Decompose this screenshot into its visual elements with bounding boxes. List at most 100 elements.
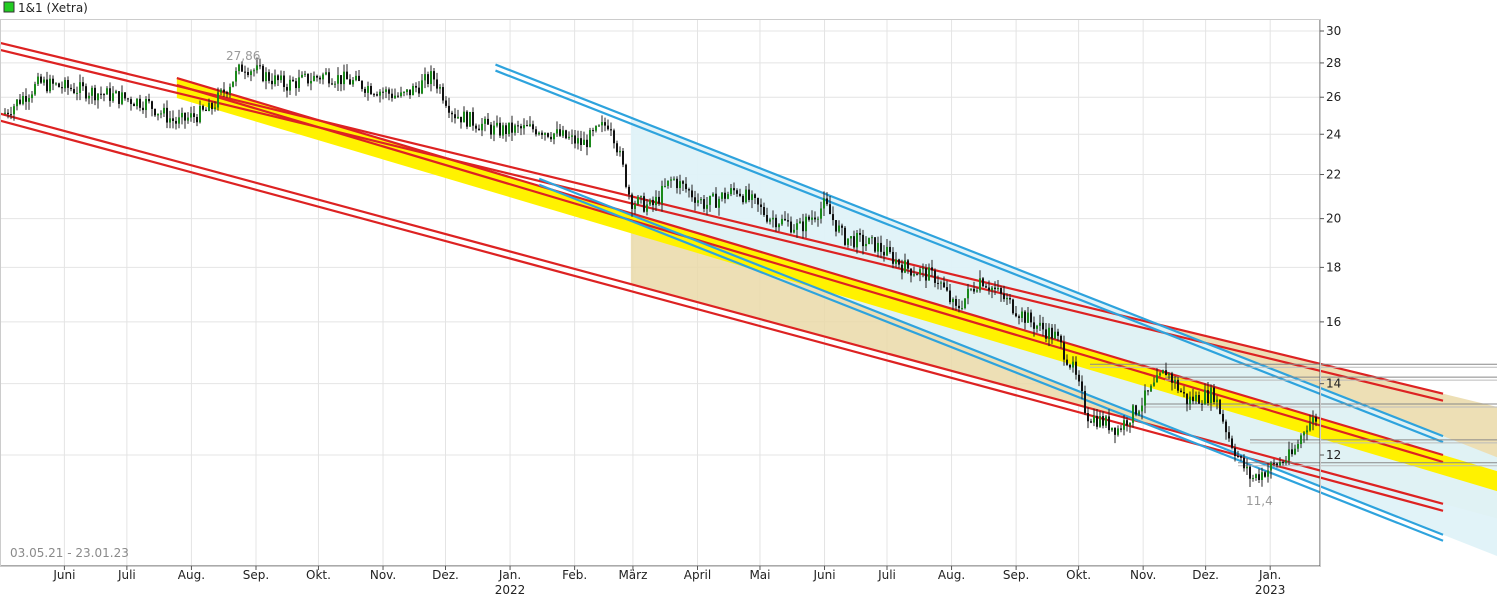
candle-body bbox=[1306, 430, 1308, 433]
candle-body bbox=[1186, 393, 1188, 405]
candle-body bbox=[751, 194, 753, 200]
legend: 1&1 (Xetra) bbox=[3, 1, 88, 15]
candle-body bbox=[886, 246, 888, 256]
x-tick-label: Feb. bbox=[562, 568, 587, 582]
candle-body bbox=[982, 278, 984, 287]
candle-body bbox=[574, 135, 576, 144]
candle-body bbox=[517, 125, 519, 127]
candle-body bbox=[1000, 288, 1002, 294]
candle-body bbox=[958, 305, 960, 309]
candle-body bbox=[889, 246, 891, 252]
candle-body bbox=[910, 268, 912, 276]
candle-body bbox=[946, 287, 948, 291]
candle-body bbox=[262, 65, 264, 82]
candle-body bbox=[1255, 474, 1257, 478]
y-tick-label: 18 bbox=[1326, 260, 1341, 274]
candle-body bbox=[841, 225, 843, 228]
candle-body bbox=[796, 223, 798, 230]
candle-body bbox=[181, 112, 183, 118]
yellow-band bbox=[176, 78, 1497, 492]
candle-body bbox=[685, 183, 687, 190]
candle-body bbox=[739, 193, 741, 196]
candle-body bbox=[1132, 405, 1134, 423]
candle-body bbox=[1138, 411, 1140, 415]
candle-body bbox=[1258, 474, 1260, 480]
candle-body bbox=[1195, 395, 1197, 402]
candle-body bbox=[151, 101, 153, 109]
candle-body bbox=[238, 64, 240, 72]
candle-body bbox=[349, 79, 351, 85]
candle-body bbox=[400, 92, 402, 97]
candle-body bbox=[370, 86, 372, 95]
candle-body bbox=[904, 260, 906, 273]
candle-body bbox=[598, 125, 600, 127]
candle-body bbox=[727, 194, 729, 199]
candle-body bbox=[157, 113, 159, 116]
candle-body bbox=[1153, 382, 1155, 386]
candle-body bbox=[313, 75, 315, 82]
candle-body bbox=[1084, 391, 1086, 414]
candle-body bbox=[973, 288, 975, 292]
candle-body bbox=[649, 199, 651, 205]
candle-body bbox=[1015, 313, 1017, 317]
candle-body bbox=[1003, 293, 1005, 300]
candle-body bbox=[925, 268, 927, 281]
candle-body bbox=[484, 118, 486, 124]
x-tick-label: März bbox=[618, 568, 647, 582]
candle-body bbox=[778, 224, 780, 228]
x-tick-label: April bbox=[684, 568, 711, 582]
candle-body bbox=[55, 83, 57, 85]
candle-body bbox=[85, 86, 87, 99]
candle-body bbox=[244, 71, 246, 73]
x-axis-labels: Juni Juli Aug. Sep. Okt. Nov. Dez. Jan. Feb. März… bbox=[52, 566, 1285, 597]
candle-body bbox=[37, 76, 39, 85]
candle-body bbox=[436, 79, 438, 89]
candle-body bbox=[445, 100, 447, 106]
candle-body bbox=[931, 267, 933, 271]
red-trendline bbox=[176, 83, 1444, 464]
candle-body bbox=[646, 204, 648, 212]
candle-body bbox=[1198, 395, 1200, 404]
candle-body bbox=[115, 91, 117, 94]
candle-body bbox=[691, 190, 693, 198]
candle-body bbox=[457, 116, 459, 119]
candle-body bbox=[580, 138, 582, 145]
x-tick-label: Sep. bbox=[1003, 568, 1029, 582]
candle-body bbox=[1285, 460, 1287, 463]
candle-body bbox=[1297, 444, 1299, 449]
candle-body bbox=[415, 85, 417, 88]
candle-body bbox=[754, 194, 756, 199]
x-tick-label: Juli bbox=[877, 568, 896, 582]
candle-body bbox=[748, 189, 750, 200]
candle-body bbox=[601, 122, 603, 126]
candle-body bbox=[1099, 416, 1101, 427]
candle-body bbox=[364, 88, 366, 93]
candle-body bbox=[964, 298, 966, 308]
candle-body bbox=[556, 129, 558, 134]
candle-body bbox=[1210, 387, 1212, 404]
candle-body bbox=[679, 181, 681, 189]
x-tick-label: Nov. bbox=[1130, 568, 1156, 582]
candle-body bbox=[322, 74, 324, 80]
candle-body bbox=[232, 81, 234, 87]
candle-body bbox=[940, 282, 942, 284]
candle-body bbox=[1264, 472, 1266, 477]
candle-body bbox=[802, 221, 804, 232]
x-tick-label: Sep. bbox=[243, 568, 269, 582]
candle-body bbox=[625, 164, 627, 187]
candle-body bbox=[394, 95, 396, 99]
candle-body bbox=[418, 87, 420, 94]
candle-body bbox=[1141, 405, 1143, 412]
candle-body bbox=[1192, 396, 1194, 402]
candle-body bbox=[928, 267, 930, 281]
candle-body bbox=[1060, 335, 1062, 343]
candle-body bbox=[724, 192, 726, 199]
candle-body bbox=[826, 198, 828, 205]
candle-body bbox=[877, 242, 879, 252]
candle-body bbox=[883, 251, 885, 256]
candle-body bbox=[544, 133, 546, 135]
candle-body bbox=[133, 103, 135, 107]
candle-body bbox=[13, 106, 15, 115]
candle-body bbox=[1207, 390, 1209, 404]
candle-body bbox=[352, 80, 354, 85]
